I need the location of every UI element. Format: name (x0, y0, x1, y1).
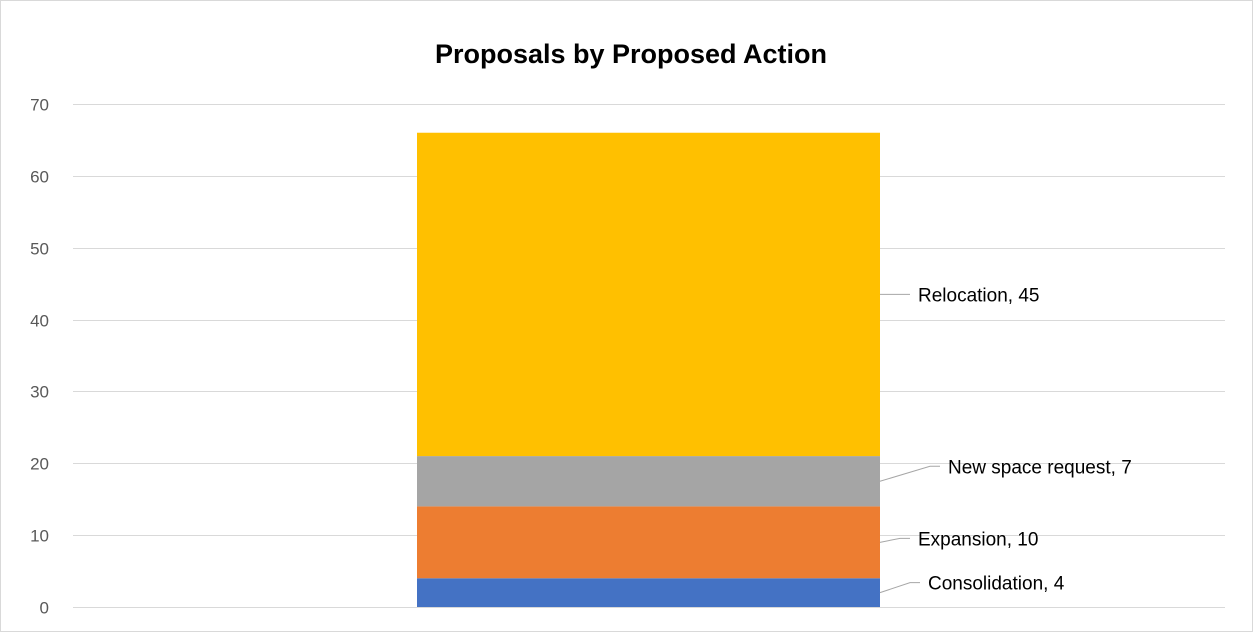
data-label: Relocation, 45 (918, 285, 1039, 306)
data-labels: Consolidation, 4 Expansion, 10 New space r… (879, 285, 1132, 595)
bar-segment-new-space-request (417, 456, 880, 507)
chart-title: Proposals by Proposed Action (435, 39, 827, 69)
y-tick-label: 50 (30, 240, 49, 259)
y-tick-label: 70 (30, 96, 49, 115)
y-axis-ticks: 0 10 20 30 40 50 60 70 (30, 96, 49, 618)
y-tick-label: 40 (30, 312, 49, 331)
leader-line (879, 582, 920, 594)
y-tick-label: 10 (30, 527, 49, 546)
leader-line (879, 465, 940, 482)
bar-segment-consolidation (417, 578, 880, 607)
data-label: Consolidation, 4 (928, 574, 1065, 595)
bar-segment-relocation (417, 132, 880, 457)
bar-segment-expansion (417, 506, 880, 579)
y-tick-label: 30 (30, 383, 49, 402)
leader-line (879, 537, 910, 543)
y-tick-label: 20 (30, 455, 49, 474)
data-label: Expansion, 10 (918, 529, 1038, 550)
y-tick-label: 0 (40, 599, 49, 618)
bar-segments (417, 132, 880, 607)
data-label: New space request, 7 (948, 457, 1132, 478)
y-tick-label: 60 (30, 168, 49, 187)
